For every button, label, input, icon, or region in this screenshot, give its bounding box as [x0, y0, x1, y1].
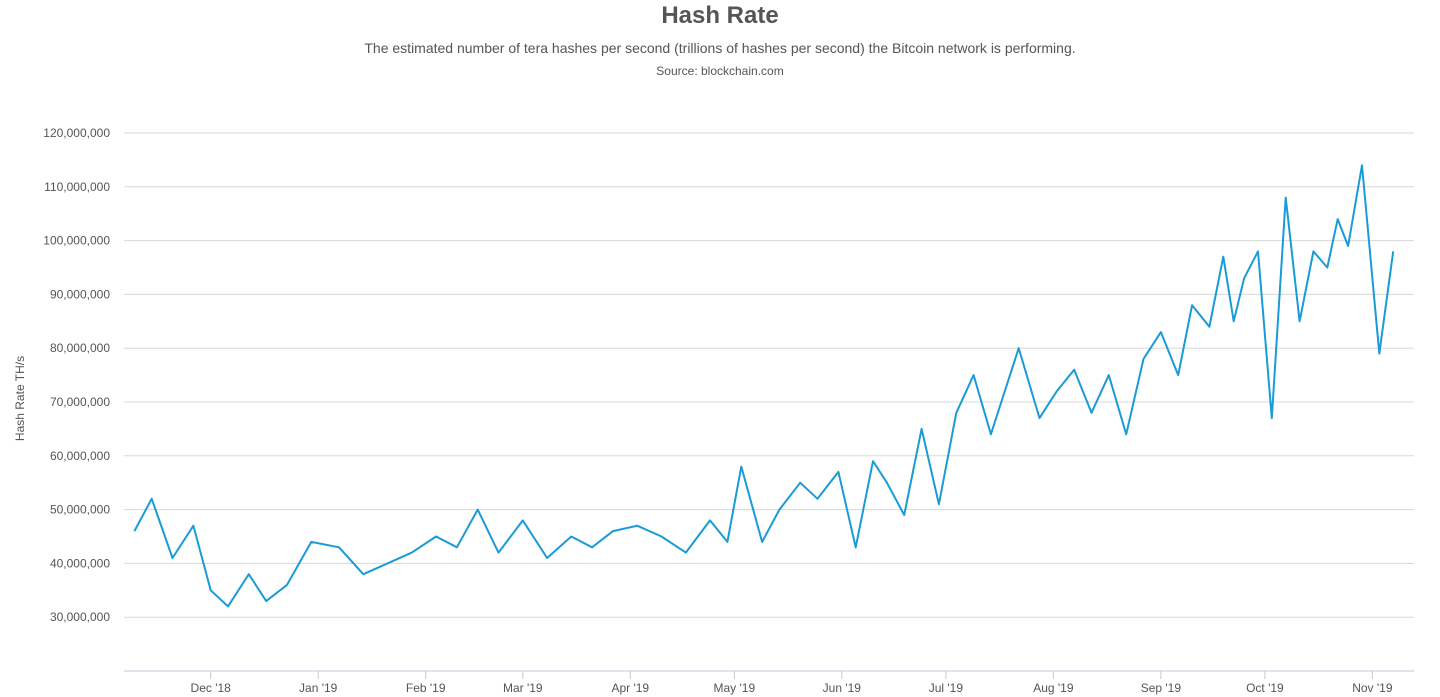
x-tick-label: Sep '19: [1141, 681, 1182, 695]
x-axis-ticks: Dec '18 Jan '19 Feb '19 Mar '19 Apr '19 May '…: [191, 671, 1393, 695]
gridlines: [124, 132, 1414, 618]
y-tick-label: 80,000,000: [50, 341, 110, 355]
y-tick-label: 40,000,000: [50, 556, 110, 570]
y-axis-title: Hash Rate TH/s: [13, 356, 27, 441]
y-tick-label: 30,000,000: [50, 610, 110, 624]
x-tick-label: Nov '19: [1352, 681, 1393, 695]
x-tick-label: Feb '19: [406, 681, 446, 695]
x-tick-label: Jun '19: [823, 681, 862, 695]
x-tick-label: Oct '19: [1246, 681, 1284, 695]
y-axis-ticks: 30,000,000 40,000,000 50,000,000 60,000,000…: [43, 126, 110, 624]
y-tick-label: 120,000,000: [43, 126, 110, 140]
y-tick-label: 100,000,000: [43, 234, 110, 248]
x-tick-label: Jan '19: [299, 681, 338, 695]
y-tick-label: 60,000,000: [50, 449, 110, 463]
chart-source: Source: blockchain.com: [656, 64, 784, 78]
x-tick-label: Jul '19: [929, 681, 964, 695]
hash-rate-line: [133, 164, 1395, 608]
x-tick-label: Apr '19: [611, 681, 649, 695]
x-tick-label: Dec '18: [191, 681, 232, 695]
y-tick-label: 70,000,000: [50, 395, 110, 409]
x-tick-label: Aug '19: [1033, 681, 1074, 695]
y-tick-label: 50,000,000: [50, 503, 110, 517]
x-tick-label: Mar '19: [503, 681, 543, 695]
chart-title: Hash Rate: [661, 2, 779, 29]
y-tick-label: 90,000,000: [50, 287, 110, 301]
y-tick-label: 110,000,000: [44, 180, 110, 194]
chart-subtitle: The estimated number of tera hashes per …: [364, 40, 1076, 56]
x-tick-label: May '19: [713, 681, 755, 695]
